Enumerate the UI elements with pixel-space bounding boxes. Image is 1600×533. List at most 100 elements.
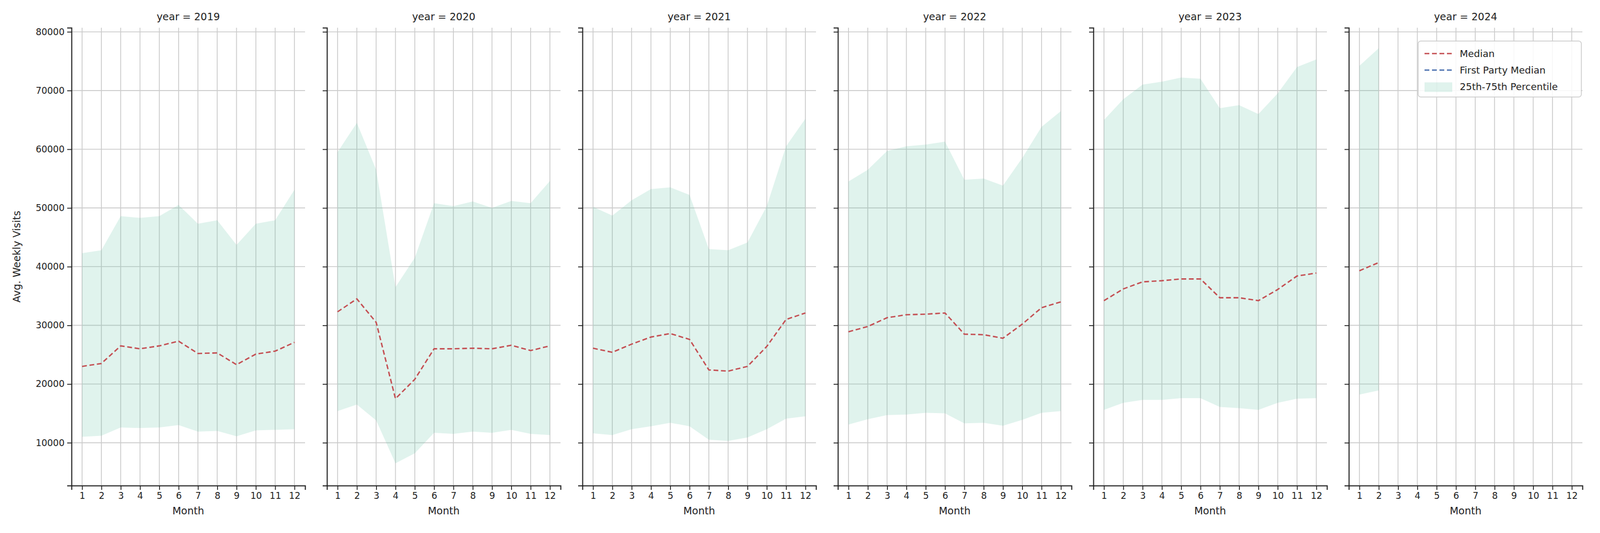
tick-label: 9 <box>234 490 240 502</box>
tick-mark <box>1258 485 1260 491</box>
tick-mark <box>356 485 358 491</box>
axis-line <box>72 486 306 491</box>
legend-label: First Party Median <box>1459 64 1546 76</box>
tick: 10 <box>1272 485 1284 502</box>
tick-label: 4 <box>648 490 655 502</box>
tick-mark <box>1513 485 1515 491</box>
tick-mark <box>1060 485 1062 491</box>
panel: 123456789101112year = 2023Month <box>1089 10 1328 517</box>
tick-label: 6 <box>431 490 438 502</box>
x-axis: 123456789101112 <box>582 485 817 502</box>
tick <box>322 90 327 92</box>
tick <box>322 149 327 150</box>
x-axis-title: Month <box>427 505 460 517</box>
marks <box>1104 59 1317 410</box>
tick-label: 3 <box>117 490 124 502</box>
tick <box>578 443 583 444</box>
median-line <box>337 299 550 399</box>
x-axis: 123456789101112 <box>838 485 1072 502</box>
y-axis <box>1089 28 1094 487</box>
tick-mark <box>434 485 436 491</box>
tick-mark <box>322 31 327 33</box>
tick-mark <box>1297 485 1299 491</box>
legend-swatch <box>1424 82 1453 93</box>
tick: 70000 <box>35 85 72 96</box>
tick-label: 5 <box>923 490 930 502</box>
tick-mark <box>833 208 838 210</box>
tick-mark <box>631 485 633 491</box>
tick-mark <box>1002 485 1004 491</box>
tick: 2 <box>354 485 360 502</box>
marks <box>848 110 1061 426</box>
tick-mark <box>578 266 583 268</box>
tick-mark <box>906 485 908 491</box>
tick-mark <box>255 485 257 491</box>
tick: 9 <box>489 485 496 502</box>
tick <box>833 443 838 444</box>
tick: 8 <box>1236 485 1243 502</box>
tick-label: 8 <box>214 490 221 502</box>
legend-swatch <box>1424 69 1453 71</box>
tick-mark <box>1378 485 1380 491</box>
tick <box>578 384 583 385</box>
tick <box>833 208 838 209</box>
grid-line <box>837 90 1072 92</box>
axis-line <box>1349 486 1583 491</box>
tick: 1 <box>1101 485 1108 502</box>
y-axis <box>322 28 328 487</box>
tick-mark <box>322 442 327 444</box>
tick-mark <box>612 485 614 491</box>
axis-line <box>327 486 562 491</box>
tick-label: 9 <box>1511 490 1518 502</box>
tick-label: 70000 <box>35 85 65 96</box>
tick <box>1344 90 1349 92</box>
tick-label: 8 <box>1491 490 1498 502</box>
tick-mark <box>1344 149 1349 151</box>
tick-mark <box>650 485 652 491</box>
tick-mark <box>867 485 869 491</box>
tick <box>578 325 583 326</box>
tick-mark <box>178 485 180 491</box>
tick-label: 10 <box>1272 490 1284 502</box>
tick-label: 7 <box>961 490 968 502</box>
tick-mark <box>1344 208 1349 210</box>
grid-line <box>1348 325 1583 327</box>
tick-mark <box>1089 384 1094 386</box>
tick-label: 2 <box>98 490 105 502</box>
tick-label: 6 <box>686 490 693 502</box>
grid-line <box>837 442 1072 444</box>
tick <box>1089 266 1094 268</box>
tick-mark <box>1104 485 1106 491</box>
tick-mark <box>1532 485 1534 491</box>
tick-mark <box>139 485 141 491</box>
tick-mark <box>472 485 474 491</box>
legend-label: 25th-75th Percentile <box>1459 81 1558 93</box>
x-axis-title: Month <box>172 505 205 517</box>
tick: 12 <box>289 485 301 502</box>
tick-mark <box>833 325 838 327</box>
tick-mark <box>322 325 327 327</box>
tick <box>833 32 838 33</box>
tick <box>1344 384 1349 385</box>
tick-mark <box>833 384 838 386</box>
tick-mark <box>67 149 72 151</box>
tick: 1 <box>845 485 852 502</box>
tick-mark <box>67 90 72 92</box>
tick: 50000 <box>35 202 72 214</box>
y-axis-title: Avg. Weekly Visits <box>10 210 23 303</box>
tick-mark <box>833 442 838 444</box>
grid <box>837 27 1072 486</box>
tick-label: 2 <box>865 490 871 502</box>
tick: 3 <box>1139 485 1146 502</box>
tick: 11 <box>1547 485 1559 502</box>
tick-label: 5 <box>1434 490 1440 502</box>
tick: 12 <box>1566 485 1579 502</box>
tick-mark <box>747 485 749 491</box>
tick-label: 4 <box>1159 490 1166 502</box>
grid-line <box>71 148 306 150</box>
tick <box>322 32 327 33</box>
tick-mark <box>414 485 416 491</box>
tick-label: 7 <box>1472 490 1479 502</box>
tick: 1 <box>590 485 597 502</box>
tick-mark <box>833 90 838 92</box>
